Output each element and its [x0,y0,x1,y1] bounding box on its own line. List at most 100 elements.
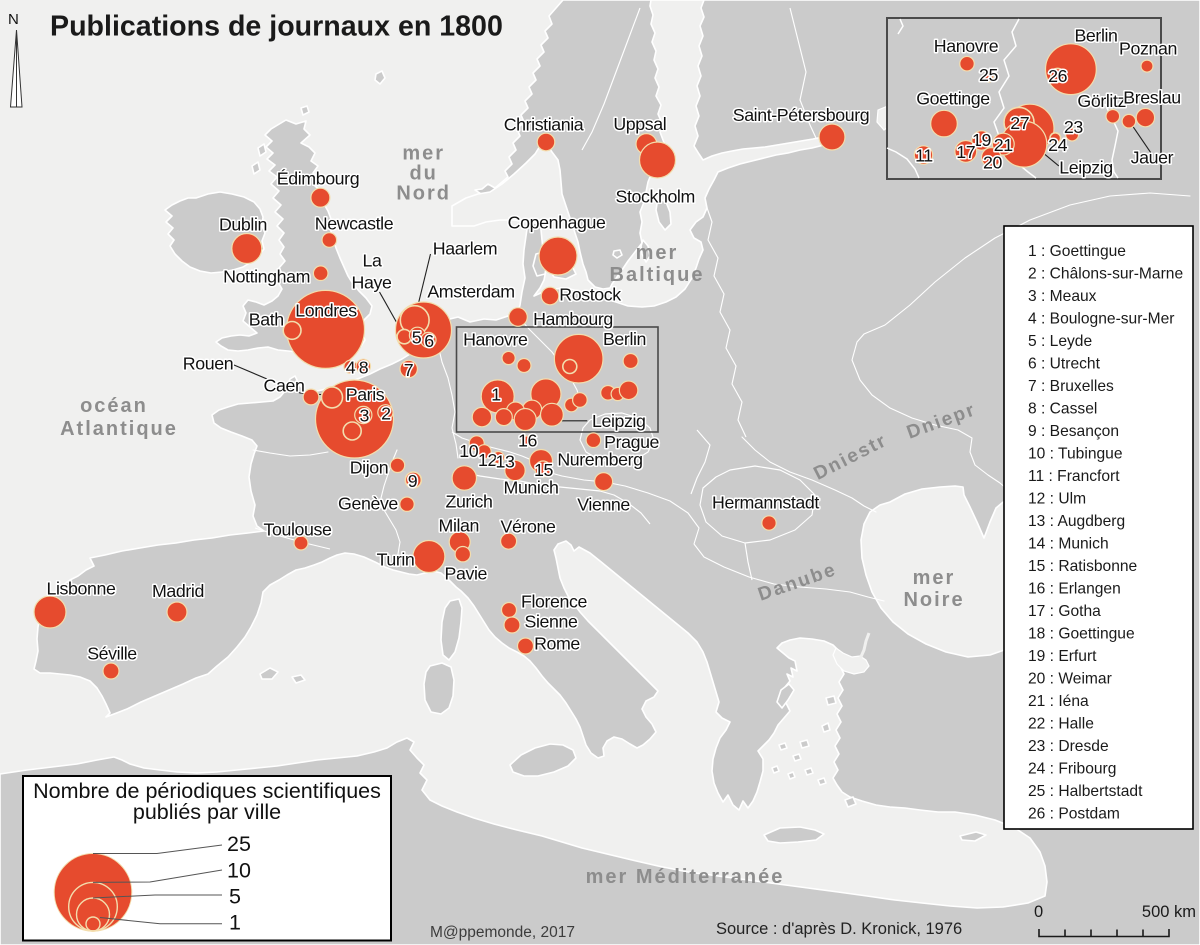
svg-text:Hambourg: Hambourg [533,309,613,329]
svg-text:Prague: Prague [604,432,659,452]
svg-text:27: 27 [1010,113,1029,133]
svg-text:24: 24 [1048,135,1067,155]
svg-text:Source : d'après D. Kronick, 1: Source : d'après D. Kronick, 1976 [716,920,962,938]
svg-text:Noire: Noire [903,589,964,611]
svg-text:22 : Halle: 22 : Halle [1028,716,1094,733]
svg-text:26 : Postdam: 26 : Postdam [1028,806,1120,823]
svg-text:21: 21 [994,135,1013,155]
svg-text:Nord: Nord [396,183,451,205]
svg-text:500 km: 500 km [1142,903,1196,921]
svg-text:Uppsal: Uppsal [613,114,666,134]
svg-text:11: 11 [915,146,933,166]
svg-text:10: 10 [459,441,478,461]
svg-text:Haye: Haye [352,273,392,293]
svg-text:Breslau: Breslau [1123,88,1181,108]
svg-text:Bath: Bath [249,310,284,330]
svg-text:6 : Utrecht: 6 : Utrecht [1028,356,1101,373]
svg-text:26: 26 [1048,66,1067,86]
svg-text:Paris: Paris [346,385,385,405]
svg-text:Genève: Genève [338,494,398,514]
svg-text:15 : Ratisbonne: 15 : Ratisbonne [1028,558,1137,575]
svg-text:Rouen: Rouen [183,354,233,374]
svg-text:10: 10 [227,859,251,883]
svg-text:10 : Tubingue: 10 : Tubingue [1028,446,1123,463]
svg-text:8: 8 [359,358,369,378]
svg-text:16: 16 [518,431,537,451]
svg-text:Haarlem: Haarlem [433,239,497,259]
svg-text:Milan: Milan [439,516,480,536]
svg-text:2 : Châlons-sur-Marne: 2 : Châlons-sur-Marne [1028,266,1183,283]
svg-text:Nuremberg: Nuremberg [557,450,642,470]
svg-text:Berlin: Berlin [603,329,646,349]
svg-text:12 : Ulm: 12 : Ulm [1028,491,1086,508]
svg-text:Rome: Rome [534,634,580,654]
svg-text:23: 23 [1064,117,1083,137]
svg-text:océan: océan [80,395,148,417]
svg-text:19 : Erfurt: 19 : Erfurt [1028,648,1097,665]
svg-text:Atlantique: Atlantique [60,418,178,440]
svg-text:1 : Goettingue: 1 : Goettingue [1028,243,1126,260]
svg-text:Pavie: Pavie [445,564,488,584]
svg-text:25: 25 [227,832,251,856]
svg-text:2: 2 [381,404,391,424]
svg-text:Leipzig: Leipzig [1059,158,1113,178]
svg-text:5 : Leyde: 5 : Leyde [1028,333,1092,350]
svg-text:4: 4 [346,358,356,378]
svg-text:du: du [409,163,437,185]
svg-text:Leipzig: Leipzig [592,411,646,431]
svg-text:Sienne: Sienne [525,612,578,632]
svg-text:Munich: Munich [504,478,559,498]
svg-text:Poznan: Poznan [1119,39,1177,59]
svg-text:9 : Besançon: 9 : Besançon [1028,423,1119,440]
svg-text:Caen: Caen [264,376,305,396]
svg-text:20 : Weimar: 20 : Weimar [1028,671,1112,688]
svg-text:Newcastle: Newcastle [315,214,394,234]
svg-text:8 : Cassel: 8 : Cassel [1028,401,1097,418]
svg-text:17 : Gotha: 17 : Gotha [1028,603,1101,620]
svg-text:Nombre de périodiques scientif: Nombre de périodiques scientifiques [33,779,381,803]
svg-text:21 : Iéna: 21 : Iéna [1028,693,1089,710]
svg-text:Goettinge: Goettinge [916,89,990,109]
svg-text:mer Méditerranée: mer Méditerranée [586,866,785,888]
svg-text:7: 7 [404,360,414,380]
svg-text:5: 5 [229,885,241,909]
svg-text:3 : Meaux: 3 : Meaux [1028,288,1097,305]
svg-text:mer: mer [913,567,956,589]
svg-text:Hermannstadt: Hermannstadt [712,493,819,513]
svg-text:Dijon: Dijon [350,458,389,478]
svg-text:13 : Augdberg: 13 : Augdberg [1028,513,1125,530]
svg-text:Madrid: Madrid [152,581,204,601]
svg-text:Édimbourg: Édimbourg [277,169,359,189]
svg-text:Vérone: Vérone [501,517,556,537]
svg-text:Christiania: Christiania [504,115,584,135]
svg-text:19: 19 [972,130,991,150]
svg-text:La: La [363,251,382,271]
svg-text:1: 1 [491,385,501,405]
svg-text:11 : Francfort: 11 : Francfort [1028,468,1120,485]
svg-text:25 : Halbertstadt: 25 : Halbertstadt [1028,783,1143,800]
svg-text:Stockholm: Stockholm [615,187,694,207]
svg-text:Lisbonne: Lisbonne [47,579,116,599]
svg-text:Nottingham: Nottingham [223,267,310,287]
svg-text:23 : Dresde: 23 : Dresde [1028,738,1109,755]
svg-text:Florence: Florence [521,592,587,612]
svg-text:0: 0 [1034,903,1043,921]
svg-text:Publications de journaux en 18: Publications de journaux en 1800 [50,11,503,43]
svg-text:N: N [8,11,19,28]
svg-text:18 : Goettingue: 18 : Goettingue [1028,626,1135,643]
svg-text:4 : Boulogne-sur-Mer: 4 : Boulogne-sur-Mer [1028,311,1174,328]
svg-text:12: 12 [478,450,497,470]
svg-text:publiés par ville: publiés par ville [133,800,281,824]
svg-text:mer: mer [636,242,679,264]
svg-text:Turin: Turin [377,550,415,570]
svg-text:mer: mer [402,143,445,165]
svg-text:M@ppemonde, 2017: M@ppemonde, 2017 [430,924,575,941]
svg-text:Rostock: Rostock [559,285,621,305]
svg-text:Zurich: Zurich [445,492,492,512]
svg-text:Copenhague: Copenhague [508,213,606,233]
svg-text:Amsterdam: Amsterdam [427,282,514,302]
svg-text:Toulouse: Toulouse [264,520,332,540]
svg-text:Dublin: Dublin [219,215,267,235]
svg-text:1: 1 [229,911,241,935]
svg-text:13: 13 [496,451,515,471]
